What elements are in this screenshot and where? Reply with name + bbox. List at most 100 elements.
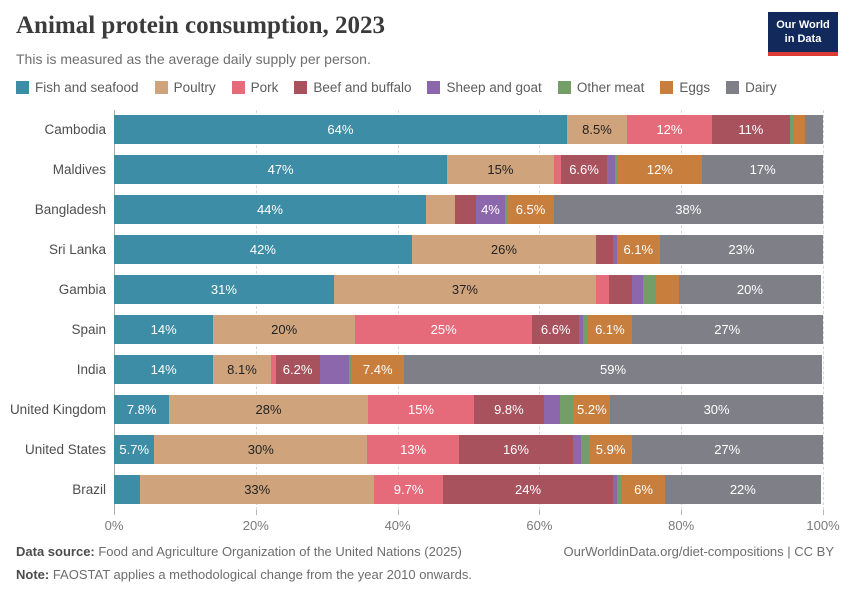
bar-segment-other-meat[interactable] <box>582 315 589 344</box>
bar-segment-beef-and-buffalo[interactable] <box>596 235 614 264</box>
legend-item-dairy[interactable]: Dairy <box>726 80 777 95</box>
bar-segment-dairy[interactable]: 23% <box>659 235 823 264</box>
bar-segment-sheep-and-goat[interactable] <box>319 355 349 384</box>
bar-segment-pork[interactable] <box>596 275 609 304</box>
bar-segment-poultry[interactable]: 33% <box>140 475 375 504</box>
bar-segment-poultry[interactable]: 28% <box>169 395 368 424</box>
bar-segment-poultry[interactable]: 8.5% <box>566 115 628 144</box>
bar-segment-sheep-and-goat[interactable]: 4% <box>476 195 505 224</box>
legend-item-sheep-and-goat[interactable]: Sheep and goat <box>427 80 542 95</box>
bar-segment-poultry[interactable]: 37% <box>333 275 597 304</box>
bar-segment-eggs[interactable]: 6.1% <box>588 315 632 344</box>
bar-segment-pork[interactable]: 12% <box>627 115 712 144</box>
bar-segment-dairy[interactable]: 17% <box>702 155 823 184</box>
bar-segment-fish-and-seafood[interactable]: 44% <box>114 195 426 224</box>
data-source-text: Food and Agriculture Organization of the… <box>94 544 462 559</box>
bar-segment-other-meat[interactable] <box>789 115 793 144</box>
bar-segment-eggs[interactable]: 6.5% <box>507 195 554 224</box>
bar-segment-dairy[interactable]: 30% <box>610 395 823 424</box>
bar-segment-dairy[interactable]: 22% <box>664 475 821 504</box>
bar-segment-dairy[interactable] <box>805 115 823 144</box>
bar-segment-beef-and-buffalo[interactable]: 9.8% <box>474 395 544 424</box>
bar-segment-pork[interactable]: 13% <box>367 435 460 464</box>
bar-segment-other-meat[interactable] <box>614 155 618 184</box>
bar-segment-eggs[interactable]: 5.2% <box>573 395 611 424</box>
bar-segment-beef-and-buffalo[interactable]: 6.6% <box>532 315 580 344</box>
bar-segment-fish-and-seafood[interactable]: 31% <box>114 275 334 304</box>
gridline <box>681 110 683 510</box>
bar-segment-dairy[interactable]: 27% <box>631 315 823 344</box>
bar-segment-fish-and-seafood[interactable]: 64% <box>114 115 567 144</box>
country-label: Sri Lanka <box>48 242 106 257</box>
footer-note: Note: FAOSTAT applies a methodological c… <box>16 567 472 582</box>
legend-item-poultry[interactable]: Poultry <box>154 80 216 95</box>
bar-segment-pork[interactable]: 25% <box>355 315 533 344</box>
bar-segment-beef-and-buffalo[interactable] <box>608 275 633 304</box>
note-text: FAOSTAT applies a methodological change … <box>49 567 472 582</box>
bar-segment-eggs[interactable] <box>656 275 680 304</box>
bar-segment-eggs[interactable]: 12% <box>617 155 703 184</box>
bar-segment-beef-and-buffalo[interactable] <box>455 195 477 224</box>
bar-segment-pork[interactable] <box>553 155 561 184</box>
bar-segment-fish-and-seafood[interactable]: 14% <box>114 355 214 384</box>
stacked-bar: 14% 8.1% 6.2% 7.4% 59% <box>114 355 823 384</box>
bar-segment-beef-and-buffalo[interactable]: 6.2% <box>275 355 320 384</box>
bar-segment-poultry[interactable]: 30% <box>154 435 368 464</box>
legend-item-fish-and-seafood[interactable]: Fish and seafood <box>16 80 139 95</box>
legend-item-beef-and-buffalo[interactable]: Beef and buffalo <box>294 80 411 95</box>
footer-link[interactable]: OurWorldinData.org/diet-compositions | C… <box>563 544 834 559</box>
bar-segment-fish-and-seafood[interactable]: 7.8% <box>114 395 170 424</box>
bar-segment-dairy[interactable]: 20% <box>679 275 821 304</box>
bar-segment-sheep-and-goat[interactable] <box>572 435 582 464</box>
gridline <box>539 110 541 510</box>
bar-segment-fish-and-seafood[interactable]: 47% <box>114 155 448 184</box>
axis-tick <box>114 510 115 515</box>
bar-segment-other-meat[interactable] <box>504 195 508 224</box>
legend-item-pork[interactable]: Pork <box>231 80 278 95</box>
owid-logo[interactable]: Our World in Data <box>768 12 838 56</box>
bar-segment-fish-and-seafood[interactable]: 5.7% <box>114 435 155 464</box>
bar-segment-sheep-and-goat[interactable] <box>543 395 560 424</box>
bar-row-bangladesh: Bangladesh 44% 4% 6.5% 38% <box>0 190 850 230</box>
bar-segment-eggs[interactable]: 5.9% <box>589 435 632 464</box>
bar-segment-sheep-and-goat[interactable] <box>613 475 618 504</box>
bar-segment-dairy[interactable]: 27% <box>631 435 823 464</box>
legend-item-other-meat[interactable]: Other meat <box>557 80 644 95</box>
bar-segment-poultry[interactable]: 20% <box>213 315 356 344</box>
bar-segment-eggs[interactable] <box>792 115 806 144</box>
bar-segment-poultry[interactable] <box>425 195 456 224</box>
bar-segment-eggs[interactable]: 7.4% <box>351 355 404 384</box>
bar-segment-other-meat[interactable] <box>348 355 352 384</box>
bar-segment-dairy[interactable]: 38% <box>553 195 823 224</box>
bar-segment-eggs[interactable]: 6% <box>622 475 665 504</box>
bar-segment-fish-and-seafood[interactable] <box>114 475 141 504</box>
bar-segment-poultry[interactable]: 15% <box>447 155 554 184</box>
bar-segment-sheep-and-goat[interactable] <box>632 275 643 304</box>
bar-segment-pork[interactable]: 9.7% <box>374 475 443 504</box>
bar-segment-beef-and-buffalo[interactable]: 11% <box>711 115 790 144</box>
bar-rows: Cambodia 64% 8.5% 12% 11% Maldives 47% 15% 6.6% 1… <box>0 110 850 510</box>
bar-segment-other-meat[interactable] <box>581 435 590 464</box>
bar-segment-other-meat[interactable] <box>559 395 574 424</box>
bar-segment-poultry[interactable]: 26% <box>411 235 597 264</box>
bar-segment-pork[interactable] <box>270 355 276 384</box>
bar-segment-beef-and-buffalo[interactable]: 16% <box>459 435 573 464</box>
bar-segment-pork[interactable]: 15% <box>367 395 475 424</box>
bar-segment-sheep-and-goat[interactable] <box>607 155 615 184</box>
legend-item-eggs[interactable]: Eggs <box>660 80 710 95</box>
bar-segment-dairy[interactable]: 59% <box>403 355 823 384</box>
chart-subtitle: This is measured as the average daily su… <box>16 51 371 67</box>
bar-segment-fish-and-seafood[interactable]: 42% <box>114 235 412 264</box>
bar-segment-sheep-and-goat[interactable] <box>579 315 583 344</box>
bar-segment-fish-and-seafood[interactable]: 14% <box>114 315 214 344</box>
bar-segment-other-meat[interactable] <box>642 275 657 304</box>
bar-row-india: India 14% 8.1% 6.2% 7.4% 59% <box>0 350 850 390</box>
bar-segment-beef-and-buffalo[interactable]: 6.6% <box>560 155 608 184</box>
bar-segment-other-meat[interactable] <box>617 475 623 504</box>
bar-row-maldives: Maldives 47% 15% 6.6% 12% 17% <box>0 150 850 190</box>
country-label: Spain <box>71 322 106 337</box>
bar-segment-eggs[interactable]: 6.1% <box>616 235 660 264</box>
bar-segment-beef-and-buffalo[interactable]: 24% <box>442 475 614 504</box>
bar-segment-poultry[interactable]: 8.1% <box>213 355 271 384</box>
bar-segment-sheep-and-goat[interactable] <box>613 235 617 264</box>
